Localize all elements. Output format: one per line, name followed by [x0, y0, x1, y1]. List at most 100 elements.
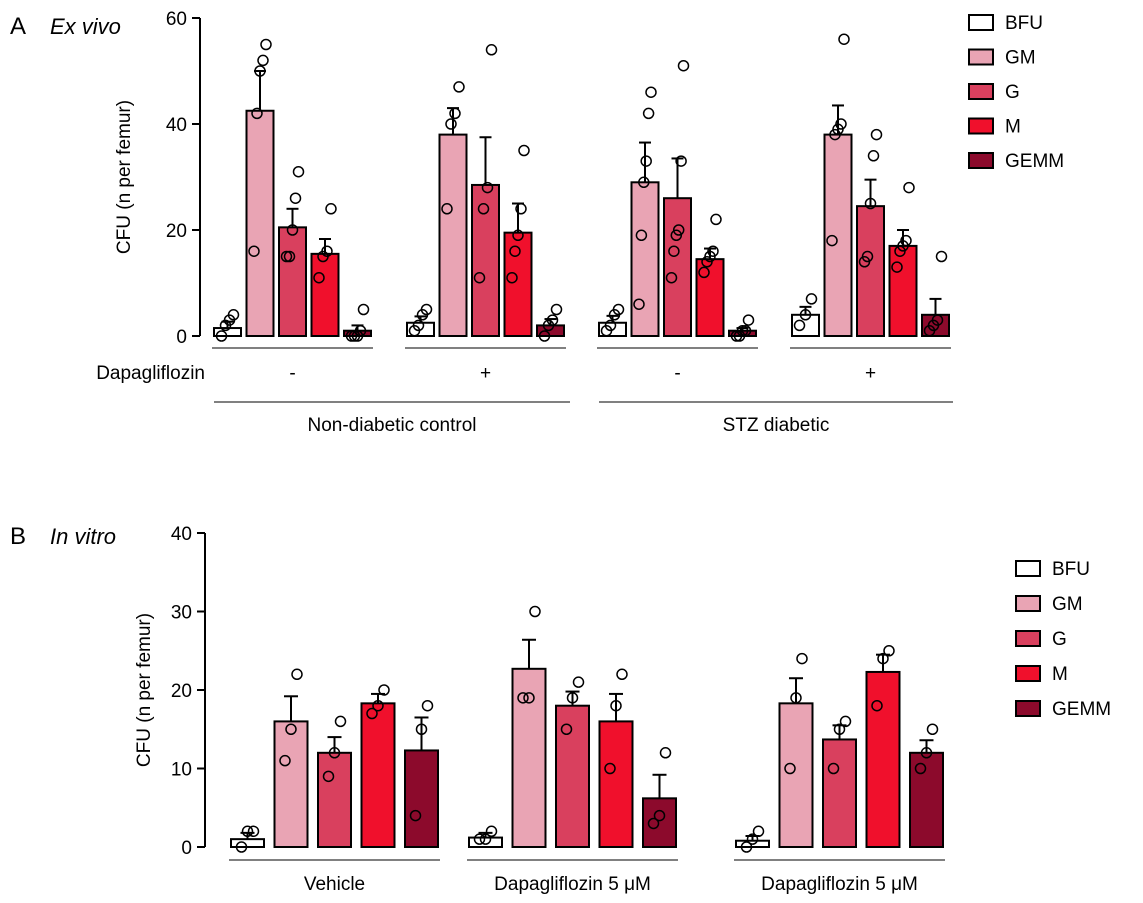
panel-a-point-g3-BFU-2: [805, 293, 818, 305]
panel-b-point-g1-M-1: [610, 699, 622, 712]
panel-a-bar-g1-G: [471, 183, 500, 337]
panel-a-point-g0-BFU-0: [215, 330, 228, 342]
panel-b-legend-swatch-GM: [1015, 595, 1041, 612]
panel-a-point-g1-M-0: [506, 271, 518, 284]
panel-a-point-g2-G-2: [670, 229, 683, 242]
panel-a-point-g3-G-4: [870, 128, 883, 141]
panel-a-legend-swatch-GM: [968, 48, 994, 66]
panel-a-point-g3-BFU-0: [793, 319, 806, 332]
panel-a-bar-g0-GM: [245, 109, 275, 337]
panel-a-point-g1-BFU-1: [412, 319, 425, 332]
panel-b-point-g2-BFU-2: [752, 825, 765, 838]
panel-b-bar-g0-GM: [273, 720, 309, 849]
panel-a-point-g0-M-2: [321, 245, 333, 257]
panel-b-point-g0-GM-1: [285, 723, 297, 735]
panel-b-point-g1-M-0: [604, 762, 616, 775]
panel-b-point-g2-M-1: [877, 652, 889, 665]
panel-a-bar-g1-M: [503, 231, 533, 337]
panel-b-bar-g0-G: [317, 751, 352, 848]
panel-a-treatment-sign-2: -: [674, 363, 680, 384]
panel-a-bar-g0-BFU: [213, 327, 242, 337]
panel-b-legend-label-M: M: [1052, 664, 1068, 685]
panel-a-point-g2-M-3: [707, 245, 719, 257]
panel-a-point-g2-G-4: [675, 155, 687, 167]
panel-a-point-g2-G-5: [677, 59, 690, 72]
panel-b-point-g0-M-0: [366, 707, 378, 720]
panel-a-point-g0-G-2: [286, 224, 299, 236]
panel-b-bar-g1-GM: [511, 667, 547, 848]
panel-a-point-g3-GM-3: [835, 118, 847, 130]
panel-a-bar-g3-GM: [823, 133, 853, 337]
panel-b-point-g0-GM-2: [291, 668, 303, 681]
panel-b-point-g1-GEMM-0: [647, 817, 660, 830]
panel-b-bar-g1-G: [555, 704, 590, 849]
panel-a-point-g2-GEMM-4: [742, 314, 755, 326]
panel-a-point-g2-G-1: [668, 245, 680, 257]
panel-a-point-g1-M-3: [515, 203, 527, 215]
panel-a-bar-g3-BFU: [791, 313, 820, 337]
panel-a-point-g1-BFU-3: [420, 303, 433, 316]
panel-a-bar-g2-M: [695, 258, 725, 337]
panel-a-point-g0-GM-0: [248, 245, 260, 257]
panel-a-point-g1-G-3: [485, 44, 498, 56]
panel-a-point-g0-BFU-3: [227, 309, 240, 321]
panel-b-legend-label-BFU: BFU: [1052, 559, 1090, 580]
panel-a-point-g1-GM-2: [449, 107, 461, 120]
panel-a-y-tick-label-2: 40: [166, 115, 187, 136]
panel-a-point-g1-G-1: [477, 203, 490, 215]
panel-b-point-g0-G-2: [334, 715, 347, 728]
panel-a-point-g1-GM-0: [441, 203, 453, 215]
panel-b-legend-swatch-GEMM: [1015, 700, 1041, 717]
panel-a-point-g0-G-0: [280, 250, 293, 263]
panel-a-bar-g3-G: [856, 205, 885, 337]
panel-a-y-tick-label-1: 20: [166, 221, 187, 242]
panel-b-y-tick-label-4: 40: [171, 524, 192, 545]
panel-a-treatment-label: Dapagliflozin: [96, 363, 205, 384]
panel-a-legend-label-GM: GM: [1005, 48, 1036, 69]
panel-a-point-g3-GEMM-3: [935, 250, 948, 263]
panel-a-point-g2-M-0: [698, 266, 710, 279]
panel-a-point-g1-GEMM-2: [546, 314, 559, 326]
panel-a-legend-label-M: M: [1005, 117, 1021, 138]
panel-b-point-g1-GEMM-2: [659, 747, 672, 759]
panel-a-legend-label-GEMM: GEMM: [1005, 151, 1064, 172]
panel-b-point-g2-G-2: [839, 715, 852, 728]
panel-a-treatment-sign-3: +: [865, 363, 876, 384]
panel-b-point-g2-G-1: [833, 723, 846, 735]
panel-a-treatment-sign-1: +: [480, 363, 491, 384]
panel-a-point-g2-GM-1: [635, 229, 648, 242]
panel-a-bar-g0-M: [310, 252, 340, 338]
panel-b-y-tick-label-0: 0: [181, 838, 192, 859]
panel-a-point-g1-M-2: [512, 229, 524, 242]
panel-b-point-g2-GEMM-2: [926, 723, 939, 735]
panel-a-legend-label-BFU: BFU: [1005, 13, 1043, 34]
panel-a-bar-g0-G: [278, 226, 307, 338]
panel-a-point-g2-GM-5: [645, 86, 657, 98]
panel-a-point-g2-GEMM-2: [736, 324, 749, 337]
panel-b-bar-g2-GM: [778, 702, 814, 848]
panel-b-point-g2-G-0: [827, 762, 840, 775]
panel-b-bar-g1-M: [598, 720, 634, 849]
panel-a-point-g0-G-3: [289, 192, 302, 204]
panel-a-condition-label-0: Non-diabetic control: [308, 415, 477, 436]
panel-b-legend-label-GM: GM: [1052, 594, 1083, 615]
panel-a-point-g1-GM-3: [453, 81, 465, 93]
panel-a-point-g0-G-4: [292, 165, 305, 178]
panel-a-point-g0-GM-4: [260, 38, 272, 51]
panel-a-point-g2-GM-3: [640, 155, 652, 167]
panel-a-point-g3-M-4: [903, 181, 915, 194]
panel-a-legend-swatch-GEMM: [968, 152, 994, 169]
panel-b-legend-swatch-G: [1015, 630, 1041, 647]
panel-b-bar-g1-BFU: [468, 836, 503, 849]
panel-a-point-g1-G-2: [481, 181, 494, 194]
panel-b-point-g1-G-1: [566, 692, 579, 704]
panel-b-point-g2-GM-1: [790, 692, 802, 704]
panel-b-group-label-1: Dapagliflozin 5 μM: [494, 874, 651, 895]
panel-b-legend-label-GEMM: GEMM: [1052, 699, 1111, 720]
panel-b-group-label-0: Vehicle: [304, 874, 365, 895]
panel-b-point-g0-BFU-2: [247, 825, 260, 838]
panel-b-point-g0-M-2: [378, 684, 390, 696]
panel-b-point-g0-M-1: [372, 699, 384, 712]
panel-b-bar-g0-BFU: [230, 838, 265, 849]
